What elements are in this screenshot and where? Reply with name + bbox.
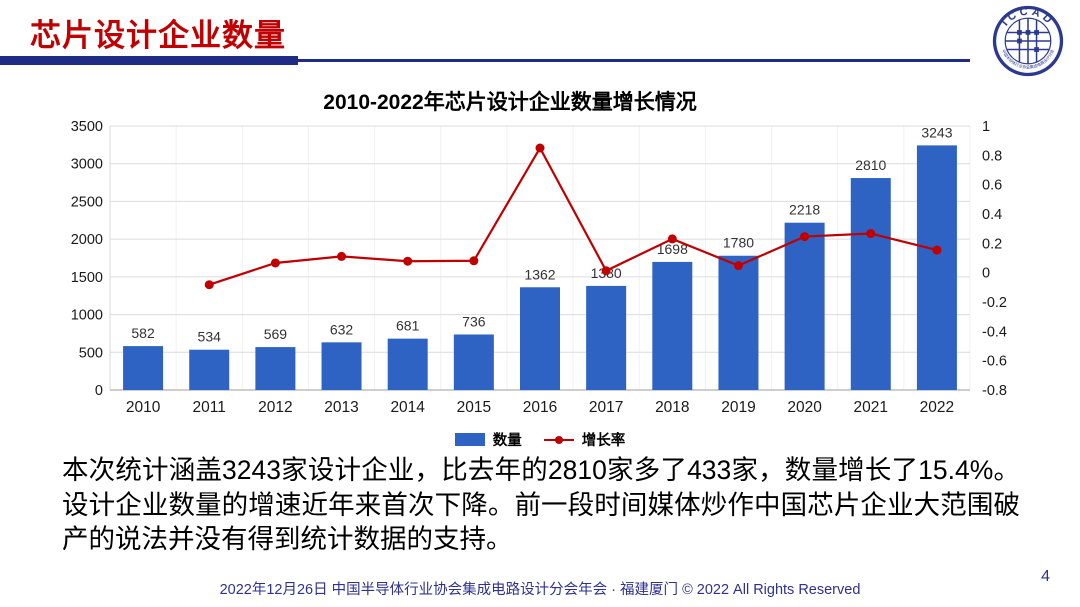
svg-text:0: 0 bbox=[982, 266, 990, 282]
svg-text:2000: 2000 bbox=[71, 232, 103, 248]
svg-text:2810: 2810 bbox=[855, 157, 886, 173]
header-rule bbox=[298, 59, 970, 62]
svg-text:1500: 1500 bbox=[71, 270, 103, 286]
chart-legend: 数量 增长率 bbox=[0, 429, 1080, 450]
svg-text:-0.4: -0.4 bbox=[982, 324, 1007, 340]
svg-text:632: 632 bbox=[330, 321, 354, 337]
svg-text:-0.6: -0.6 bbox=[982, 354, 1007, 370]
svg-text:0.8: 0.8 bbox=[982, 148, 1002, 164]
footer-text: 2022年12月26日 中国半导体行业协会集成电路设计分会年会 · 福建厦门 ©… bbox=[219, 582, 861, 598]
svg-text:2019: 2019 bbox=[721, 399, 755, 416]
chip-grid-nodes bbox=[1017, 30, 1039, 52]
svg-text:582: 582 bbox=[131, 325, 155, 341]
svg-text:-0.8: -0.8 bbox=[982, 383, 1007, 399]
svg-text:2021: 2021 bbox=[854, 399, 888, 416]
legend-line-marker bbox=[543, 435, 574, 445]
svg-text:2016: 2016 bbox=[523, 399, 557, 416]
svg-text:3500: 3500 bbox=[71, 119, 103, 135]
svg-text:2014: 2014 bbox=[390, 399, 425, 416]
svg-text:736: 736 bbox=[462, 313, 486, 329]
svg-text:2015: 2015 bbox=[457, 399, 491, 416]
svg-text:1698: 1698 bbox=[657, 241, 688, 257]
svg-text:2022: 2022 bbox=[920, 399, 954, 416]
summary-text: 本次统计涵盖3243家设计企业，比去年的2810家多了433家，数量增长了15.… bbox=[62, 455, 1020, 554]
svg-text:1362: 1362 bbox=[524, 266, 555, 282]
svg-text:0.4: 0.4 bbox=[982, 207, 1002, 223]
svg-text:2020: 2020 bbox=[787, 399, 822, 416]
svg-text:2017: 2017 bbox=[589, 399, 623, 416]
svg-text:2500: 2500 bbox=[71, 194, 103, 210]
title-underline bbox=[0, 56, 298, 65]
svg-text:2013: 2013 bbox=[324, 399, 358, 416]
svg-text:0.2: 0.2 bbox=[982, 236, 1002, 252]
svg-text:2012: 2012 bbox=[258, 399, 292, 416]
legend-bar-swatch bbox=[454, 433, 485, 446]
svg-text:569: 569 bbox=[264, 326, 288, 342]
iccad-logo-graphic: ICCAD 中国半导体行业协会集成电路设计分会 bbox=[992, 6, 1064, 77]
chart-title: 2010-2022年芯片设计企业数量增长情况 bbox=[323, 91, 697, 114]
legend-dot-icon bbox=[554, 435, 563, 444]
svg-text:-0.2: -0.2 bbox=[982, 295, 1007, 311]
svg-text:3000: 3000 bbox=[71, 157, 103, 173]
svg-text:2010: 2010 bbox=[126, 399, 161, 416]
legend-bar-label: 数量 bbox=[492, 433, 522, 449]
svg-text:1000: 1000 bbox=[71, 308, 103, 324]
svg-text:2011: 2011 bbox=[193, 399, 226, 416]
svg-text:534: 534 bbox=[198, 329, 222, 345]
chart-svg: 0 500 1000 1500 2000 2500 3000 3500 -0.8 -0.6 -0.4… bbox=[71, 119, 1007, 416]
svg-text:0.6: 0.6 bbox=[982, 178, 1002, 194]
svg-text:3243: 3243 bbox=[921, 124, 952, 140]
page-title: 芯片设计企业数量 bbox=[30, 18, 286, 53]
svg-text:2018: 2018 bbox=[655, 399, 689, 416]
svg-text:2218: 2218 bbox=[789, 202, 820, 218]
page-number: 4 bbox=[1041, 568, 1050, 585]
svg-text:681: 681 bbox=[396, 318, 420, 334]
legend-line-label: 增长率 bbox=[581, 433, 626, 449]
svg-text:1780: 1780 bbox=[723, 235, 754, 251]
svg-text:500: 500 bbox=[79, 345, 103, 361]
svg-text:1: 1 bbox=[982, 119, 990, 135]
iccad-logo: ICCAD 中国半导体行业协会集成电路设计分会 bbox=[990, 3, 1066, 79]
svg-text:0: 0 bbox=[95, 383, 103, 399]
